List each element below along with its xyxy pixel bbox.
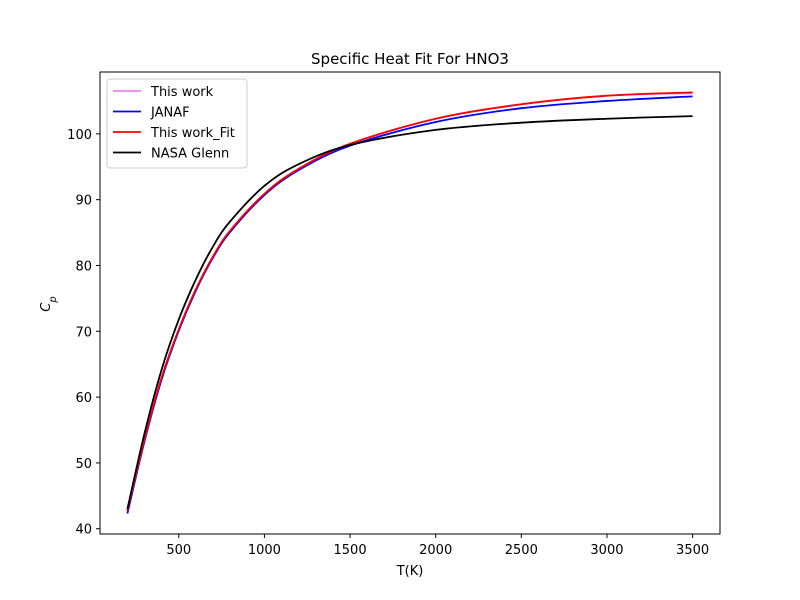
series-layer <box>126 91 693 514</box>
y-tick-label: 50 <box>75 457 92 472</box>
x-axis-label: T(K) <box>396 564 424 579</box>
x-tick-label: 2000 <box>419 543 452 558</box>
y-tick-label: 60 <box>75 391 92 406</box>
legend-label: JANAF <box>150 106 190 121</box>
y-axis: 40 50 60 70 80 90 100 <box>67 128 100 538</box>
y-tick-label: 40 <box>75 523 92 538</box>
plot-frame <box>99 71 721 535</box>
y-axis-label-subscript: p <box>48 296 59 303</box>
x-tick-label: 2500 <box>505 543 538 558</box>
x-axis: 500 1000 1500 2000 2500 3000 3500 <box>166 534 709 558</box>
x-tick-label: 500 <box>166 543 191 558</box>
legend-label: This work_Fit <box>150 126 235 141</box>
series-line-4 <box>126 115 693 510</box>
y-tick-label: 100 <box>67 128 92 143</box>
y-tick-label: 90 <box>75 194 92 209</box>
y-tick-label: 70 <box>75 325 92 340</box>
x-tick-label: 3000 <box>590 543 623 558</box>
x-tick-label: 3500 <box>676 543 709 558</box>
y-tick-label: 80 <box>75 259 92 274</box>
chart-title: Specific Heat Fit For HNO3 <box>311 50 509 68</box>
series-line-3 <box>126 91 693 512</box>
y-axis-label: Cp <box>39 296 59 311</box>
legend-box <box>106 78 248 169</box>
x-tick-label: 1000 <box>248 543 281 558</box>
legend-label: This work <box>150 85 214 100</box>
x-tick-label: 1500 <box>334 543 367 558</box>
legend: This work JANAF This work_Fit NASA Glenn <box>106 78 248 169</box>
y-axis-label-main: C <box>39 302 54 312</box>
legend-label: NASA Glenn <box>151 147 229 162</box>
